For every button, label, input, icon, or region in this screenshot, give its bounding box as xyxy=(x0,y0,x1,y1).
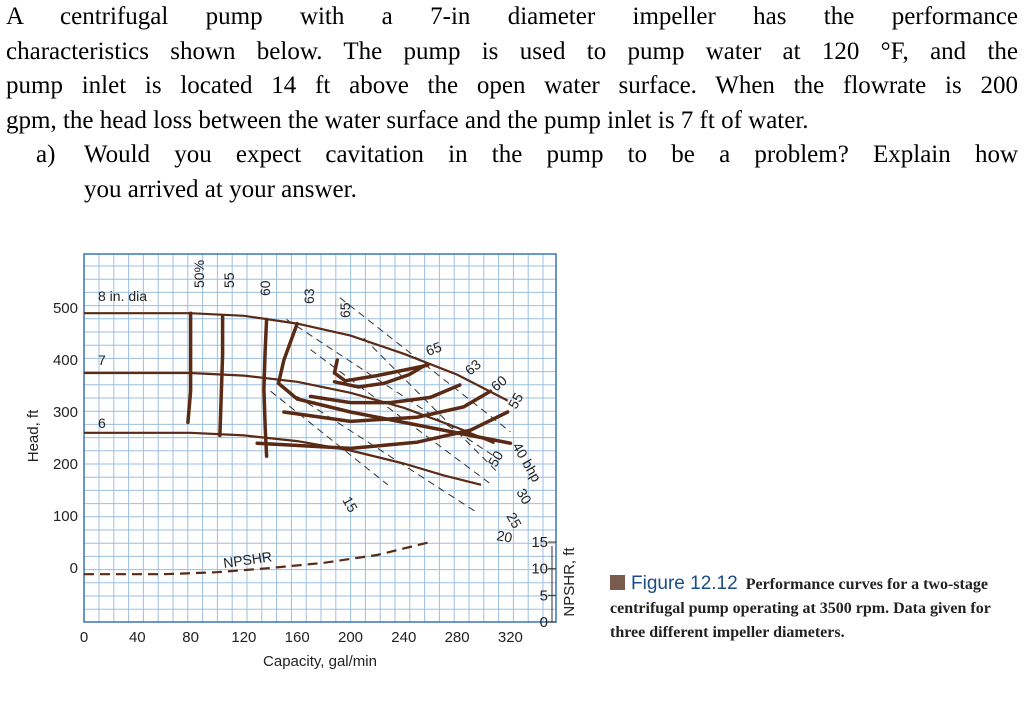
question-label: a) xyxy=(36,141,56,168)
x-tick-label: 320 xyxy=(498,629,523,646)
question-line: Would you expect cavitation in the pump … xyxy=(84,141,1018,168)
efficiency-label: 65 xyxy=(424,338,444,358)
power-line-label: 30 xyxy=(513,486,535,508)
efficiency-label: 63 xyxy=(462,356,484,378)
power-line xyxy=(296,395,479,514)
x-tick-label: 280 xyxy=(445,629,470,646)
y2-axis-label: NPSHR, ft xyxy=(561,547,578,617)
x-tick-label: 40 xyxy=(129,629,146,646)
efficiency-curve xyxy=(282,389,493,424)
problem-line: gpm, the head loss between the water sur… xyxy=(6,106,809,134)
y-tick-label: 400 xyxy=(53,352,78,369)
question-a: a) Would you expect cavitation in the pu… xyxy=(36,138,1018,207)
power-line-label: 40 bhp xyxy=(509,440,544,485)
x-tick-label: 80 xyxy=(182,629,199,646)
efficiency-label: 60 xyxy=(257,280,273,296)
power-line-label: 20 xyxy=(495,527,513,545)
y2-tick-label: 0 xyxy=(540,614,548,631)
efficiency-curve xyxy=(255,410,510,451)
head-curve xyxy=(84,371,495,445)
npshr-curve xyxy=(84,540,431,576)
problem-statement: A centrifugal pump with a 7-in diameter … xyxy=(6,0,1018,138)
question-line: you arrived at your answer. xyxy=(84,175,357,203)
y2-tick-label: 15 xyxy=(531,534,548,551)
head-curve-label: 8 in. dia xyxy=(98,288,147,304)
efficiency-curve xyxy=(186,311,193,425)
x-tick-label: 120 xyxy=(231,629,256,646)
y-tick-label: 200 xyxy=(53,456,78,473)
y2-tick-label: 5 xyxy=(540,587,548,604)
y-tick-label: 300 xyxy=(53,404,78,421)
problem-line: pump inlet is located 14 ft above the op… xyxy=(6,72,1018,99)
power-line xyxy=(270,390,389,486)
efficiency-curve xyxy=(276,321,513,445)
efficiency-curve xyxy=(332,363,427,389)
power-line-label: 25 xyxy=(503,510,525,532)
efficiency-label: 50% xyxy=(191,260,207,288)
power-line-label: 15 xyxy=(339,494,361,516)
efficiency-label: 55 xyxy=(221,272,237,288)
efficiency-label: 63 xyxy=(301,288,317,304)
efficiency-curve xyxy=(262,317,269,458)
figure-number: Figure 12.12 xyxy=(631,573,738,594)
problem-line: A centrifugal pump with a 7-in diameter … xyxy=(6,3,1018,30)
caption-text: Performance curves for a two-stage centr… xyxy=(610,576,991,641)
head-curve xyxy=(84,312,509,402)
power-line xyxy=(363,337,501,475)
y-tick-label: 100 xyxy=(53,508,78,525)
caption-marker-icon xyxy=(610,575,625,590)
x-tick-label: 160 xyxy=(285,629,310,646)
npshr-label: NPSHR xyxy=(222,548,273,571)
x-tick-label: 240 xyxy=(391,629,416,646)
problem-line: characteristics shown below. The pump is… xyxy=(6,37,1018,65)
efficiency-label: 65 xyxy=(337,302,353,318)
y-axis-label: Head, ft xyxy=(25,409,42,462)
power-line xyxy=(286,318,500,461)
y2-tick-label: 10 xyxy=(531,561,548,578)
efficiency-curve xyxy=(308,383,462,405)
plot-frame xyxy=(83,253,557,623)
y-tick-label: 500 xyxy=(53,300,78,317)
y-tick-label: 0 xyxy=(70,560,78,577)
efficiency-curve xyxy=(218,314,225,438)
head-curve-label: 6 xyxy=(98,415,106,431)
x-tick-label: 0 xyxy=(80,629,88,646)
x-axis-label: Capacity, gal/min xyxy=(263,653,377,670)
x-tick-label: 200 xyxy=(338,629,363,646)
head-curve-label: 7 xyxy=(98,352,106,368)
efficiency-curve xyxy=(332,358,430,383)
efficiency-label: 55 xyxy=(505,390,527,412)
figure-caption: Figure 12.12 Performance curves for a two… xyxy=(610,572,1014,645)
power-line-label: 50 xyxy=(485,448,507,470)
